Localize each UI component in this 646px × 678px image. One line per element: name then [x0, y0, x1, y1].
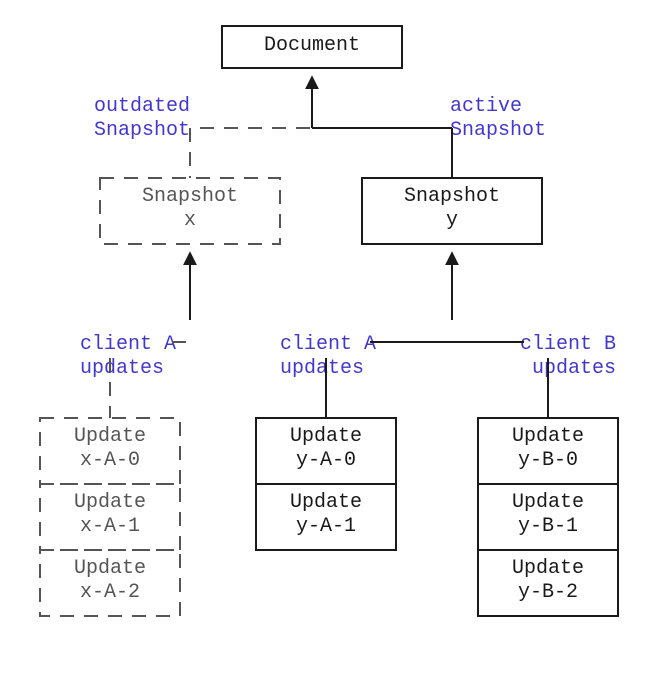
client-a-left-label: client Aupdates — [80, 333, 176, 380]
active-label: activeSnapshot — [450, 95, 546, 142]
update-x-a-text: Updatex-A-0 — [74, 425, 146, 472]
snapshot-diagram: Document outdatedSnapshot activeSnapshot Sn… — [0, 0, 646, 678]
snapshot-x-label: Snapshotx — [142, 185, 238, 232]
update-y-b-text: Updatey-B-2 — [512, 557, 584, 604]
update-y-b-text: Updatey-B-1 — [512, 491, 584, 538]
update-x-a-text: Updatex-A-2 — [74, 557, 146, 604]
update-y-a-text: Updatey-A-0 — [290, 425, 362, 472]
outdated-label: outdatedSnapshot — [94, 95, 190, 142]
document-label: Document — [264, 34, 360, 57]
update-y-a-text: Updatey-A-1 — [290, 491, 362, 538]
update-x-a-text: Updatex-A-1 — [74, 491, 146, 538]
update-y-b-text: Updatey-B-0 — [512, 425, 584, 472]
snapshot-y-label: Snapshoty — [404, 185, 500, 232]
client-a-right-label: client Aupdates — [280, 333, 376, 380]
client-b-label: client Bupdates — [520, 333, 616, 380]
